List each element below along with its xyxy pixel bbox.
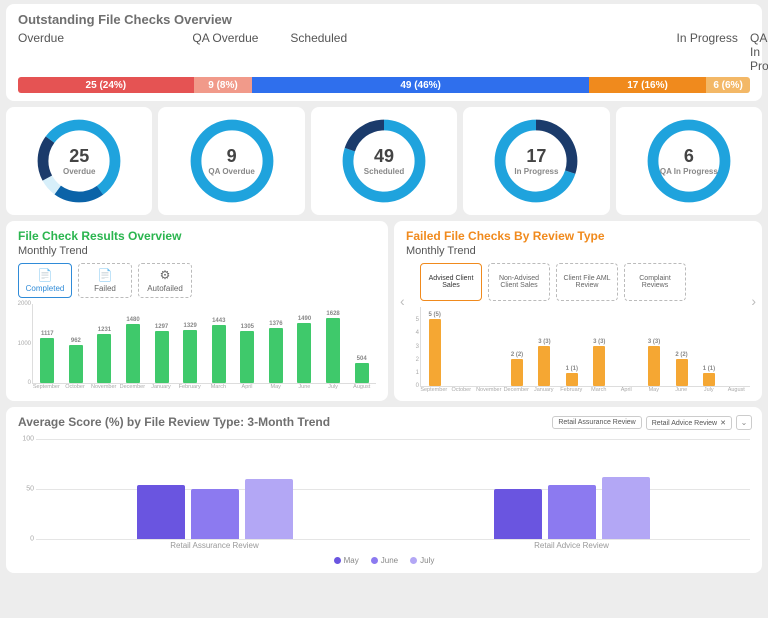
overview-stacked-bar: 25 (24%)9 (8%)49 (46%)17 (16%)6 (6%) xyxy=(18,77,750,93)
group-label: Retail Assurance Review xyxy=(36,541,393,550)
bar-group xyxy=(36,439,393,539)
bar: 1 (1) xyxy=(558,366,585,386)
failed-title: Failed File Checks By Review Type xyxy=(406,229,750,243)
bar xyxy=(723,385,750,386)
bar xyxy=(613,385,640,386)
tab-icon: 📄 xyxy=(98,268,113,282)
donut-card: 9QA Overdue xyxy=(158,107,304,215)
grouped-bar xyxy=(548,485,596,539)
donut-card: 49Scheduled xyxy=(311,107,457,215)
bar: 962 xyxy=(62,338,91,383)
legend-item: June xyxy=(371,556,398,565)
bar: 1 (1) xyxy=(695,366,722,386)
bar: 1117 xyxy=(33,331,62,383)
bar: 3 (3) xyxy=(640,339,667,386)
bar: 1480 xyxy=(119,317,148,383)
average-score-panel: Average Score (%) by File Review Type: 3… xyxy=(6,407,762,573)
bar: 1628 xyxy=(319,311,348,383)
filter-chip[interactable]: Retail Assurance Review xyxy=(552,416,641,429)
bar: 1443 xyxy=(204,318,233,383)
bar: 504 xyxy=(347,356,376,383)
donut-cards-row: 25Overdue9QA Overdue49Scheduled17In Prog… xyxy=(6,107,762,215)
overview-category-label: In Progress xyxy=(677,31,751,73)
results-chart: 200010000 111796212311480129713291443130… xyxy=(32,304,376,384)
grouped-bar xyxy=(245,479,293,539)
failed-tabs: Advised Client SalesNon-Advised Client S… xyxy=(420,263,750,301)
bar: 1305 xyxy=(233,324,262,383)
group-label: Retail Advice Review xyxy=(393,541,750,550)
results-tab[interactable]: 📄Failed xyxy=(78,263,132,298)
failed-chart: 543210 5 (5)2 (2)3 (3)1 (1)3 (3)3 (3)2 (… xyxy=(420,307,750,387)
chevron-right-icon[interactable]: › xyxy=(751,293,756,309)
bar: 2 (2) xyxy=(503,352,530,386)
overview-category-label: QA Overdue xyxy=(192,31,290,73)
donut-card: 25Overdue xyxy=(6,107,152,215)
filter-dropdown[interactable]: ⌄ xyxy=(736,415,752,430)
bar: 5 (5) xyxy=(421,312,448,386)
overview-bar-segment: 17 (16%) xyxy=(589,77,706,93)
bar-group xyxy=(393,439,750,539)
results-x-axis: SeptemberOctoberNovemberDecemberJanuaryF… xyxy=(32,384,376,390)
bar: 3 (3) xyxy=(531,339,558,386)
overview-title: Outstanding File Checks Overview xyxy=(18,12,750,27)
bar xyxy=(448,385,475,386)
failed-tab[interactable]: Non-Advised Client Sales xyxy=(488,263,550,301)
failed-tab[interactable]: Client File AML Review xyxy=(556,263,618,301)
failed-subtitle: Monthly Trend xyxy=(406,245,750,257)
failed-x-axis: SeptemberOctoberNovemberDecemberJanuaryF… xyxy=(420,387,750,393)
overview-bar-segment: 9 (8%) xyxy=(194,77,253,93)
outstanding-file-checks-panel: Outstanding File Checks Overview Overdue… xyxy=(6,4,762,101)
failed-tab[interactable]: Advised Client Sales xyxy=(420,263,482,301)
close-icon[interactable]: ✕ xyxy=(720,420,726,427)
tab-icon: 📄 xyxy=(38,268,53,282)
legend-item: May xyxy=(334,556,359,565)
chevron-left-icon[interactable]: ‹ xyxy=(400,293,405,309)
bar: 1329 xyxy=(176,323,205,383)
overview-bar-segment: 25 (24%) xyxy=(18,77,194,93)
donut-card: 17In Progress xyxy=(463,107,609,215)
bottom-legend: May June July xyxy=(18,556,750,565)
overview-bar-segment: 49 (46%) xyxy=(252,77,589,93)
grouped-bar xyxy=(191,489,239,539)
grouped-bar xyxy=(137,485,185,539)
bar: 1490 xyxy=(290,316,319,383)
overview-bar-segment: 6 (6%) xyxy=(706,77,750,93)
bar: 3 (3) xyxy=(586,339,613,386)
grouped-bar xyxy=(494,489,542,539)
filter-chip[interactable]: Retail Advice Review✕ xyxy=(646,416,732,430)
failed-tab[interactable]: Complaint Reviews xyxy=(624,263,686,301)
file-check-results-panel: File Check Results Overview Monthly Tren… xyxy=(6,221,388,401)
bottom-chart xyxy=(36,439,750,539)
bar: 2 (2) xyxy=(668,352,695,386)
results-tabs: 📄Completed📄Failed⚙Autofailed xyxy=(18,263,376,298)
results-tab[interactable]: ⚙Autofailed xyxy=(138,263,192,298)
tab-icon: ⚙ xyxy=(160,268,171,282)
failed-file-checks-panel: Failed File Checks By Review Type Monthl… xyxy=(394,221,762,401)
results-title: File Check Results Overview xyxy=(18,229,376,243)
bottom-y-axis: 100500 xyxy=(18,439,36,539)
bar: 1231 xyxy=(90,327,119,383)
results-tab[interactable]: 📄Completed xyxy=(18,263,72,298)
overview-category-label: Overdue xyxy=(18,31,192,73)
results-subtitle: Monthly Trend xyxy=(18,245,376,257)
donut-card: 6QA In Progress xyxy=(616,107,762,215)
bar xyxy=(476,385,503,386)
overview-category-labels: OverdueQA OverdueScheduledIn ProgressQA … xyxy=(18,31,750,73)
review-type-filter: Retail Assurance Review Retail Advice Re… xyxy=(552,415,752,430)
overview-category-label: Scheduled xyxy=(290,31,676,73)
bar: 1376 xyxy=(262,321,291,383)
legend-item: July xyxy=(410,556,434,565)
grouped-bar xyxy=(602,477,650,539)
bar: 1297 xyxy=(147,324,176,383)
